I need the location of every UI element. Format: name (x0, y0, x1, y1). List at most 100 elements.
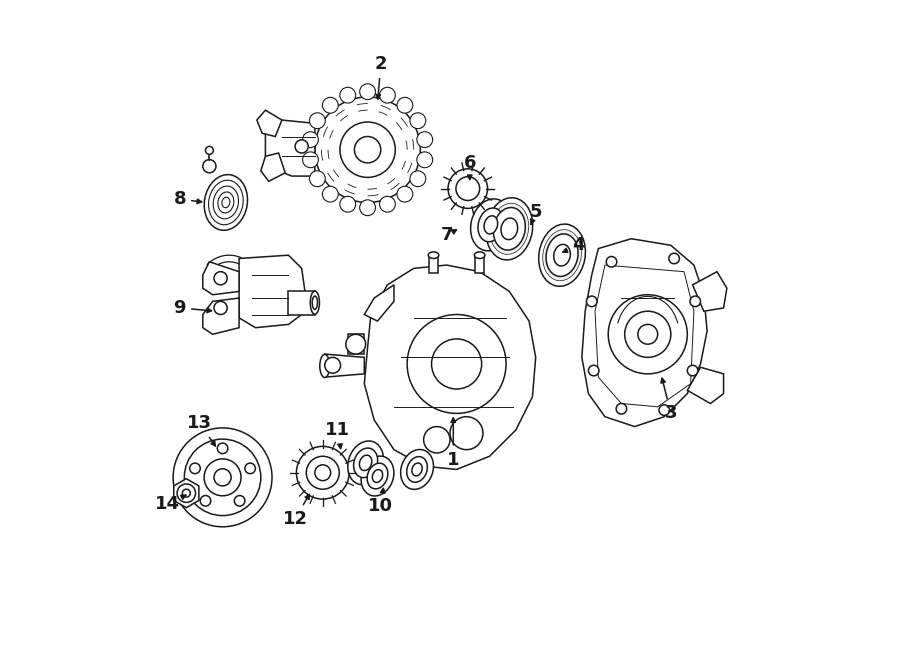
Ellipse shape (539, 224, 585, 286)
Circle shape (625, 311, 670, 357)
Circle shape (456, 177, 480, 201)
Ellipse shape (486, 198, 533, 260)
Circle shape (205, 146, 213, 154)
Circle shape (214, 469, 231, 486)
Ellipse shape (361, 456, 394, 496)
Circle shape (448, 169, 488, 209)
Circle shape (184, 439, 261, 516)
Ellipse shape (373, 469, 382, 483)
Polygon shape (261, 153, 285, 181)
Circle shape (589, 365, 599, 376)
Text: 13: 13 (187, 414, 215, 446)
Polygon shape (266, 120, 315, 176)
Ellipse shape (412, 463, 422, 476)
Ellipse shape (347, 441, 383, 485)
Polygon shape (581, 239, 707, 426)
Ellipse shape (354, 448, 378, 477)
Ellipse shape (546, 234, 578, 277)
Circle shape (616, 404, 626, 414)
Circle shape (587, 296, 597, 307)
Polygon shape (289, 291, 315, 314)
Circle shape (315, 97, 420, 203)
Ellipse shape (213, 186, 238, 219)
Polygon shape (202, 298, 239, 334)
Polygon shape (325, 354, 364, 377)
Circle shape (325, 357, 340, 373)
Circle shape (431, 339, 482, 389)
Polygon shape (429, 257, 438, 273)
Circle shape (245, 463, 256, 473)
Circle shape (659, 405, 670, 415)
Polygon shape (239, 255, 305, 328)
Circle shape (234, 496, 245, 506)
Ellipse shape (471, 199, 511, 251)
Ellipse shape (428, 252, 439, 258)
Polygon shape (688, 367, 724, 404)
Ellipse shape (407, 457, 428, 483)
Polygon shape (595, 265, 694, 407)
Text: 6: 6 (464, 154, 476, 179)
Circle shape (380, 87, 395, 103)
Circle shape (173, 428, 272, 527)
Polygon shape (202, 261, 239, 295)
Text: 4: 4 (562, 236, 585, 254)
Text: 8: 8 (174, 190, 202, 208)
Circle shape (360, 200, 375, 216)
Ellipse shape (501, 218, 518, 240)
Text: 9: 9 (174, 299, 212, 317)
Ellipse shape (222, 197, 230, 208)
Ellipse shape (367, 463, 388, 489)
Circle shape (183, 489, 190, 497)
Circle shape (450, 416, 483, 449)
Ellipse shape (490, 203, 528, 254)
Ellipse shape (400, 449, 434, 489)
Circle shape (204, 459, 241, 496)
Text: 3: 3 (661, 378, 677, 422)
Text: 2: 2 (374, 55, 387, 99)
Ellipse shape (204, 175, 248, 230)
Circle shape (397, 186, 413, 202)
Ellipse shape (478, 208, 504, 242)
Circle shape (322, 186, 338, 202)
Polygon shape (475, 257, 484, 273)
Ellipse shape (320, 354, 329, 377)
Circle shape (302, 132, 319, 148)
Circle shape (417, 152, 433, 167)
Circle shape (340, 87, 356, 103)
Circle shape (424, 426, 450, 453)
Circle shape (214, 271, 227, 285)
Circle shape (360, 84, 375, 99)
Circle shape (608, 295, 688, 374)
Text: 11: 11 (326, 421, 350, 449)
Ellipse shape (554, 244, 571, 266)
Circle shape (380, 197, 395, 212)
Circle shape (669, 253, 680, 263)
Polygon shape (364, 285, 394, 321)
Ellipse shape (543, 230, 581, 281)
Text: 12: 12 (283, 495, 310, 528)
Polygon shape (693, 271, 727, 311)
Polygon shape (174, 479, 199, 508)
Circle shape (295, 140, 309, 153)
Polygon shape (347, 334, 365, 354)
Circle shape (310, 113, 325, 128)
Circle shape (607, 256, 616, 267)
Ellipse shape (484, 216, 498, 234)
Circle shape (177, 484, 195, 502)
Ellipse shape (209, 180, 243, 224)
Ellipse shape (310, 291, 320, 314)
Circle shape (310, 171, 325, 187)
Circle shape (410, 171, 426, 187)
Circle shape (340, 197, 356, 212)
Circle shape (202, 160, 216, 173)
Circle shape (214, 301, 227, 314)
Text: 14: 14 (156, 495, 186, 513)
Ellipse shape (218, 192, 234, 213)
Polygon shape (256, 110, 282, 136)
Polygon shape (364, 265, 536, 469)
Text: 7: 7 (440, 226, 456, 244)
Circle shape (688, 365, 698, 376)
Circle shape (302, 152, 319, 167)
Ellipse shape (359, 455, 372, 471)
Circle shape (355, 136, 381, 163)
